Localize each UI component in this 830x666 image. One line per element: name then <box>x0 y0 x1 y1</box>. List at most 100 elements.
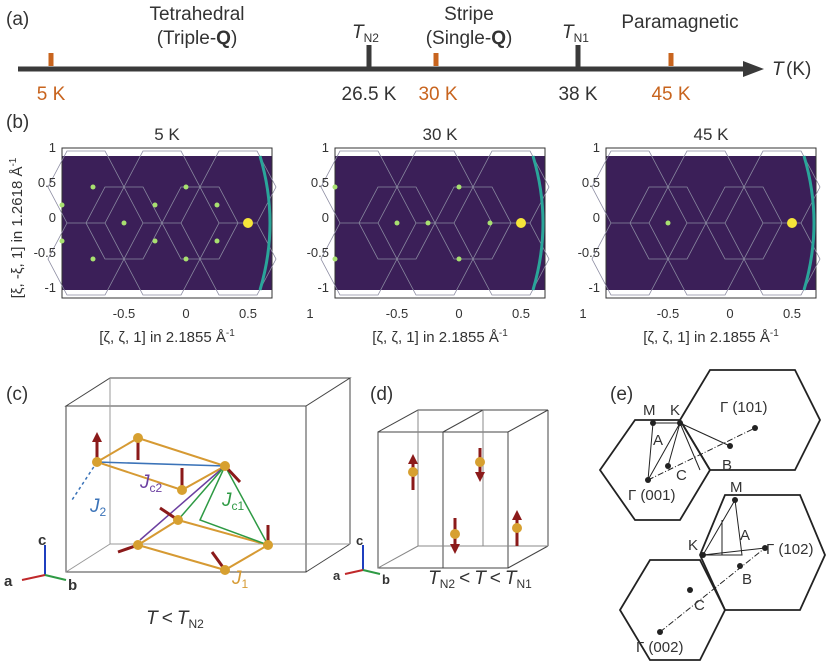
j2-bond <box>96 461 226 467</box>
bragg-peak <box>665 220 671 226</box>
svg-text:b: b <box>68 577 77 594</box>
hex-002 <box>618 559 727 661</box>
bz-grid <box>591 150 821 296</box>
tn1-label: TN1 <box>562 22 589 45</box>
y-tick-label: 0 <box>322 210 329 225</box>
bragg-peak <box>121 220 127 226</box>
svg-text:Γ (002): Γ (002) <box>636 639 683 656</box>
svg-text:K: K <box>688 537 698 554</box>
y-tick-label: -1 <box>44 280 56 295</box>
jc1-label: Jc1 <box>221 490 245 513</box>
tn1-value: 38 K <box>558 84 597 105</box>
axis-label-unit: (K) <box>786 59 811 80</box>
y-tick-label: -1 <box>317 280 329 295</box>
svg-text:B: B <box>742 571 752 588</box>
map-frame <box>61 147 273 299</box>
bragg-peak <box>332 184 338 190</box>
x-tick-label: 0.5 <box>239 306 257 321</box>
bragg-peak <box>183 184 189 190</box>
y-tick-label: -0.5 <box>578 245 600 260</box>
tn2-label: TN2 <box>352 22 379 45</box>
axes-triad-d: c a b <box>333 533 390 587</box>
powder-ring <box>802 155 816 291</box>
spin-atoms-d <box>408 448 522 554</box>
map-title: 30 K <box>423 125 459 144</box>
x-tick-label: 0 <box>182 306 189 321</box>
map-title: 45 K <box>694 125 730 144</box>
svg-text:A: A <box>740 527 750 544</box>
svg-text:A: A <box>653 432 663 449</box>
bragg-peak <box>90 256 96 262</box>
hexagons <box>598 369 826 661</box>
svg-text:Γ (102): Γ (102) <box>766 541 813 558</box>
unit-cell-box <box>64 377 352 573</box>
map-x-label: [ζ, ζ, 1] in 2.1855 Å-1 <box>372 328 508 346</box>
tn2-value: 26.5 K <box>342 84 397 105</box>
bragg-peak <box>332 256 338 262</box>
phase-diagram: (a) T (K) Tetrahedral (Triple-Q) Stripe … <box>6 4 811 105</box>
jc2-label: Jc2 <box>139 472 163 495</box>
svg-text:B: B <box>722 457 732 474</box>
y-tick-label: 1 <box>593 140 600 155</box>
panel-label-c: (c) <box>6 384 28 405</box>
x-tick-label: -0.5 <box>113 306 135 321</box>
bragg-peak <box>152 238 158 244</box>
y-tick-label: 0 <box>49 210 56 225</box>
x-tick-label: 1 <box>306 306 313 321</box>
lower-plane <box>135 518 271 572</box>
j2-pointer <box>71 461 98 501</box>
j1-label: J1 <box>231 568 249 591</box>
y-tick-label: 0.5 <box>311 175 329 190</box>
bz-points-lower <box>657 497 768 635</box>
y-tick-label: 0.5 <box>582 175 600 190</box>
bragg-peak <box>487 220 493 226</box>
hex-101 <box>678 369 822 471</box>
svg-text:M: M <box>643 402 656 419</box>
map-frame <box>334 147 546 299</box>
bragg-peak <box>243 218 253 228</box>
bz-grid <box>320 150 550 296</box>
bragg-peak <box>516 218 526 228</box>
bragg-peak <box>425 220 431 226</box>
y-tick-label: -0.5 <box>307 245 329 260</box>
y-tick-label: 0.5 <box>38 175 56 190</box>
y-tick-label: 0 <box>593 210 600 225</box>
bz-points-upper <box>645 420 758 483</box>
y-tick-label: 1 <box>49 140 56 155</box>
jc2-bond <box>139 465 226 541</box>
bragg-peak <box>787 218 797 228</box>
svg-text:Γ (001): Γ (001) <box>628 487 675 504</box>
x-tick-label: -0.5 <box>386 306 408 321</box>
x-tick-label: 0.5 <box>783 306 801 321</box>
phase-stripe: Stripe <box>444 4 494 25</box>
bragg-peak <box>214 202 220 208</box>
bragg-peak <box>214 238 220 244</box>
measure-45k: 45 K <box>651 84 690 105</box>
panel-c: (c) J2 Jc2 <box>4 377 352 631</box>
y-tick-label: -0.5 <box>34 245 56 260</box>
axis-label-t: T <box>772 59 785 80</box>
panel-label-e: (e) <box>610 384 633 405</box>
map-x-label: [ζ, ζ, 1] in 2.1855 Å-1 <box>643 328 779 346</box>
powder-ring <box>531 155 545 291</box>
svg-text:C: C <box>676 467 687 484</box>
y-tick-label: -1 <box>588 280 600 295</box>
svg-text:c: c <box>356 533 363 548</box>
spin-atoms-c <box>92 432 273 575</box>
svg-text:K: K <box>670 402 680 419</box>
measure-30k: 30 K <box>418 84 457 105</box>
svg-text:M: M <box>730 479 743 496</box>
panel-label-d: (d) <box>370 384 393 405</box>
panel-label-b: (b) <box>6 112 29 133</box>
map-frame <box>605 147 817 299</box>
map-x-label: [ζ, ζ, 1] in 2.1855 Å-1 <box>99 328 235 346</box>
bragg-peak <box>59 238 65 244</box>
caption-d: TN2 < T < TN1 <box>428 568 532 591</box>
axis-arrow-icon <box>743 61 764 77</box>
bragg-peak <box>394 220 400 226</box>
phase-tetrahedral: Tetrahedral <box>149 4 244 25</box>
map-title: 5 K <box>154 125 180 144</box>
stripe-cell-box <box>377 409 549 569</box>
svg-text:b: b <box>382 572 390 587</box>
